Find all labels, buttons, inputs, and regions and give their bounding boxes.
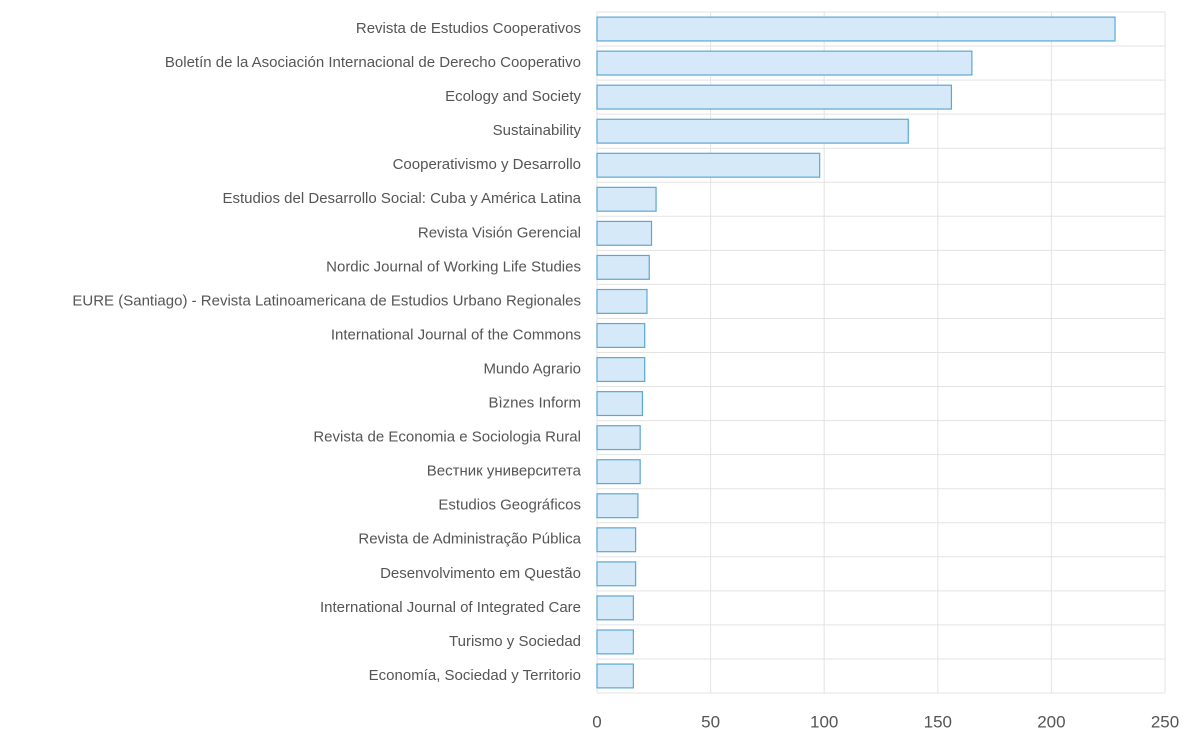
- y-tick-label: International Journal of Integrated Care: [320, 599, 581, 616]
- bar: [596, 459, 641, 485]
- bar: [596, 595, 634, 621]
- y-tick-label: Revista de Estudios Cooperativos: [356, 20, 581, 37]
- bar: [596, 84, 953, 110]
- bar: [596, 16, 1116, 42]
- bar: [596, 663, 634, 689]
- x-tick-label: 200: [1037, 712, 1065, 731]
- bar: [596, 527, 637, 553]
- bar: [596, 254, 650, 280]
- y-tick-label: Sustainability: [493, 122, 582, 139]
- bar: [596, 50, 973, 76]
- x-tick-label: 50: [701, 712, 720, 731]
- y-tick-label: Boletín de la Asociación Internacional d…: [165, 54, 581, 71]
- bar: [596, 220, 653, 246]
- y-tick-label: Nordic Journal of Working Life Studies: [326, 258, 581, 275]
- y-tick-label: Bìznes Inform: [488, 395, 581, 412]
- bar: [596, 493, 639, 519]
- y-tick-label: Revista Visión Gerencial: [418, 224, 581, 241]
- bar: [596, 118, 909, 144]
- bar: [596, 152, 821, 178]
- x-tick-label: 100: [810, 712, 838, 731]
- y-tick-label: Вестник университета: [427, 463, 582, 480]
- bar: [596, 629, 634, 655]
- x-tick-label: 250: [1151, 712, 1179, 731]
- bar: [596, 186, 657, 212]
- y-tick-label: Estudios del Desarrollo Social: Cuba y A…: [222, 190, 581, 207]
- y-tick-label: Turismo y Sociedad: [449, 633, 581, 650]
- bar: [596, 322, 646, 348]
- bar: [596, 561, 637, 587]
- x-tick-label: 150: [924, 712, 952, 731]
- bar: [596, 391, 644, 417]
- y-tick-label: Economía, Sociedad y Territorio: [369, 667, 581, 684]
- y-tick-label: Mundo Agrario: [483, 360, 581, 377]
- y-tick-label: Revista de Economia e Sociologia Rural: [313, 429, 581, 446]
- y-tick-label: Revista de Administração Pública: [358, 531, 581, 548]
- y-tick-label: International Journal of the Commons: [331, 326, 581, 343]
- y-tick-label: Desenvolvimento em Questão: [380, 565, 581, 582]
- y-tick-label: Estudios Geográficos: [438, 497, 581, 514]
- y-tick-label: Cooperativismo y Desarrollo: [393, 156, 581, 173]
- bar: [596, 357, 646, 383]
- bar: [596, 425, 641, 451]
- y-tick-label: EURE (Santiago) - Revista Latinoamerican…: [72, 292, 581, 309]
- y-tick-label: Ecology and Society: [445, 88, 581, 105]
- x-tick-label: 0: [592, 712, 601, 731]
- bar: [596, 288, 648, 314]
